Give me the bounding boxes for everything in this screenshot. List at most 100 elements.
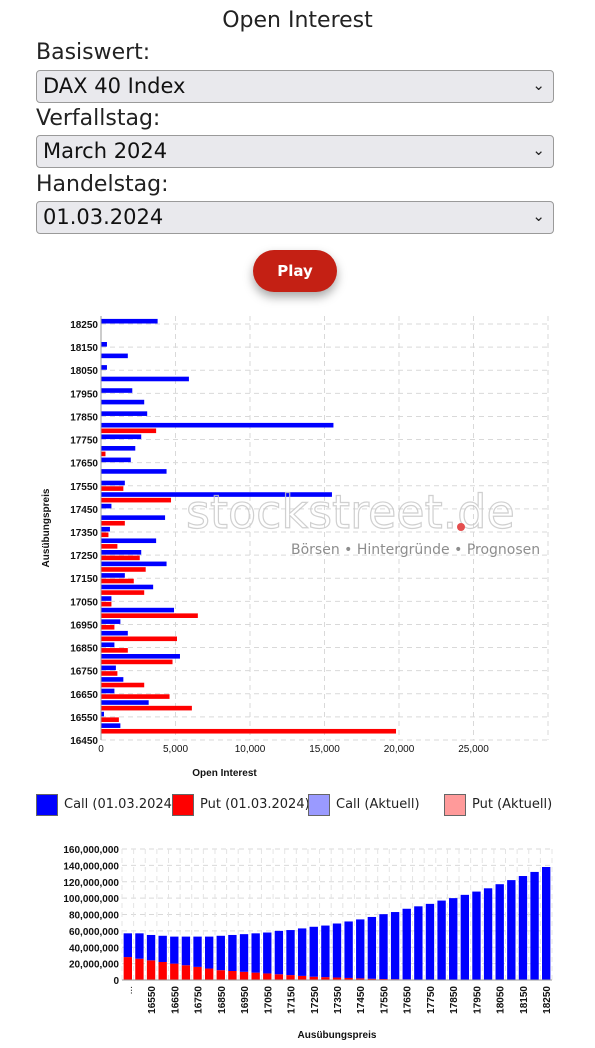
call-bar (495, 884, 504, 980)
y-tick-label: 17050 (70, 597, 98, 608)
call-bar (101, 492, 332, 497)
put-bar (123, 957, 132, 980)
call-bar (204, 936, 214, 969)
underlying-value: DAX 40 Index (43, 74, 186, 98)
x-tick-label: 17050 (263, 986, 274, 1014)
x-tick-label: 17150 (287, 986, 298, 1014)
put-bar (101, 567, 146, 572)
put-bar (135, 958, 144, 980)
y-tick-label: 18050 (70, 366, 98, 377)
call-bar (437, 900, 446, 980)
put-bar (101, 555, 140, 561)
put-bar (193, 966, 202, 980)
call-bar (321, 925, 330, 978)
play-button[interactable]: Play (253, 250, 337, 292)
y-tick-label: 16550 (70, 713, 98, 724)
legend-label: Put (Aktuell) (472, 797, 553, 812)
legend-swatch (308, 794, 330, 816)
call-bar (135, 933, 144, 959)
y-tick-label: 18250 (70, 320, 98, 331)
underlying-select[interactable]: DAX 40 Index ⌄ (36, 70, 554, 103)
put-bar (263, 973, 272, 980)
call-bar (332, 923, 342, 978)
put-bar (101, 659, 173, 665)
put-bar (170, 963, 179, 980)
expiry-value: March 2024 (43, 139, 168, 163)
call-bar (518, 876, 528, 980)
put-bar (101, 497, 172, 503)
call-bar (101, 654, 180, 659)
call-bar (101, 342, 107, 347)
call-bar (101, 665, 116, 671)
call-bar (101, 515, 166, 520)
y-tick-label: 80,000,000 (69, 911, 119, 922)
x-tick-label: 17250 (310, 986, 321, 1014)
call-bar (158, 935, 167, 962)
x-tick-label: 16850 (217, 986, 228, 1014)
tradeday-select[interactable]: 01.03.2024 ⌄ (36, 201, 554, 234)
put-bar (101, 451, 106, 457)
y-tick-label: 17250 (70, 551, 98, 562)
x-tick-label: 17850 (449, 986, 460, 1014)
put-bar (101, 601, 112, 607)
call-bar (193, 936, 202, 967)
call-bar (101, 457, 131, 463)
chevron-down-icon: ⌄ (532, 76, 545, 94)
y-tick-label: 40,000,000 (69, 943, 119, 954)
y-tick-label: 16750 (70, 667, 98, 678)
open-interest-chart: 0 5,000 10,000 15,000 20,000 25,000 18250 18150… (41, 316, 549, 779)
call-bar (123, 933, 132, 958)
put-bar (239, 971, 249, 980)
call-bar (101, 411, 148, 416)
expiry-select[interactable]: March 2024 ⌄ (36, 135, 554, 168)
x-axis-title: Open Interest (192, 768, 257, 779)
watermark-dot (457, 523, 465, 531)
call-bar (101, 584, 154, 590)
call-bar (286, 930, 295, 976)
x-tick-label: 17550 (379, 986, 390, 1014)
y-tick-label: 16950 (70, 620, 98, 631)
legend-label: Put (01.03.2024) (200, 797, 310, 812)
x-tick-label: 17450 (356, 986, 367, 1014)
call-bar (101, 318, 158, 324)
x-tick-label: 5,000 (163, 744, 188, 755)
put-bar (101, 486, 124, 491)
call-bar (251, 933, 260, 973)
x-tick-label: 16650 (170, 986, 181, 1014)
y-tick-label: 17450 (70, 505, 98, 516)
call-bar (274, 930, 284, 975)
put-bar (101, 636, 177, 642)
call-bar (379, 914, 388, 980)
x-axis-title: Ausübungspreis (298, 1030, 377, 1041)
put-bar (367, 978, 377, 980)
call-bar (101, 619, 121, 624)
put-bar (101, 728, 397, 734)
y-tick-label: 18150 (70, 343, 98, 354)
y-tick-label: 17650 (70, 459, 98, 470)
y-tick-label: 17150 (70, 574, 98, 585)
put-bar (101, 682, 145, 688)
call-bar (101, 353, 128, 359)
x-tick-label: 0 (98, 744, 104, 755)
x-tick-label: 16550 (147, 986, 158, 1014)
x-tick-label: 25,000 (458, 744, 489, 755)
call-bar (101, 526, 110, 532)
call-bar (414, 906, 423, 980)
put-bar (101, 532, 109, 538)
put-bar (309, 976, 318, 980)
put-bar (101, 428, 157, 434)
put-bar (297, 975, 307, 980)
call-bar (449, 898, 458, 980)
call-bar (101, 711, 104, 717)
underlying-label: Basiswert: (36, 40, 151, 65)
y-tick-label: 17850 (70, 412, 98, 423)
call-bar (530, 871, 539, 980)
call-bar (101, 607, 175, 613)
call-bar (101, 700, 149, 705)
x-tick-label: 17650 (403, 986, 414, 1014)
call-bar (101, 573, 125, 578)
put-bar (251, 972, 260, 980)
tradeday-label: Handelstag: (36, 172, 169, 197)
call-bar (101, 538, 157, 544)
